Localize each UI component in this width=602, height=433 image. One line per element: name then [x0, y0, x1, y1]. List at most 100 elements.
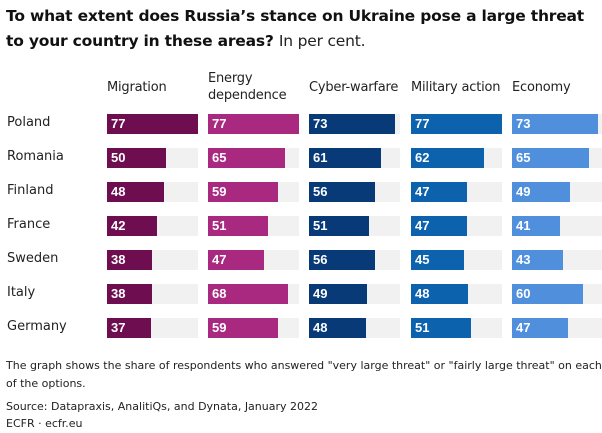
column-header: Cyber-warfare [309, 79, 398, 96]
column-header-line: Migration [107, 80, 167, 95]
data-label: 47 [212, 252, 227, 267]
bar-track: 77 [411, 114, 502, 134]
data-label: 37 [111, 320, 126, 335]
bar-track: 77 [208, 114, 299, 134]
bar: 49 [309, 284, 367, 304]
row-label: Italy [7, 285, 36, 300]
data-label: 48 [111, 184, 126, 199]
row-label: Poland [7, 115, 51, 130]
data-label: 49 [313, 286, 328, 301]
bar-track: 65 [512, 148, 602, 168]
data-label: 42 [111, 218, 126, 233]
bar-track: 51 [208, 216, 299, 236]
row-label: Romania [7, 149, 64, 164]
data-label: 50 [111, 150, 126, 165]
bar-track: 45 [411, 250, 502, 270]
bar-track: 48 [107, 182, 198, 202]
data-label: 38 [111, 286, 126, 301]
chart-title-main: To what extent does Russia’s stance on U… [6, 7, 585, 50]
bar-track: 37 [107, 318, 198, 338]
bar-track: 73 [512, 114, 602, 134]
bar: 65 [512, 148, 589, 168]
data-label: 61 [313, 150, 328, 165]
bar-track: 49 [309, 284, 400, 304]
chart-subtitle: In per cent. [278, 32, 366, 50]
bar: 65 [208, 148, 285, 168]
bar-track: 50 [107, 148, 198, 168]
bar: 48 [309, 318, 366, 338]
data-label: 43 [516, 252, 531, 267]
data-label: 65 [212, 150, 227, 165]
data-label: 77 [212, 116, 227, 131]
data-label: 56 [313, 184, 328, 199]
data-label: 56 [313, 252, 328, 267]
bar: 56 [309, 182, 375, 202]
bar-track: 59 [208, 318, 299, 338]
bar-track: 65 [208, 148, 299, 168]
data-label: 45 [415, 252, 430, 267]
data-label: 47 [516, 320, 531, 335]
bar: 68 [208, 284, 288, 304]
data-label: 48 [313, 320, 328, 335]
bar-track: 62 [411, 148, 502, 168]
data-label: 48 [415, 286, 430, 301]
data-label: 77 [111, 116, 126, 131]
data-label: 51 [212, 218, 227, 233]
bar-track: 49 [512, 182, 602, 202]
bar-track: 60 [512, 284, 602, 304]
data-label: 47 [415, 184, 430, 199]
bar: 62 [411, 148, 484, 168]
bar: 43 [512, 250, 563, 270]
bar-track: 42 [107, 216, 198, 236]
bar-track: 77 [107, 114, 198, 134]
row-label: Sweden [7, 251, 59, 266]
bar: 41 [512, 216, 560, 236]
bar-track: 73 [309, 114, 400, 134]
footnote-line-2: of the options. [6, 377, 86, 390]
row-label: Germany [7, 319, 67, 334]
bar: 59 [208, 182, 278, 202]
bar: 73 [309, 114, 395, 134]
bar-track: 47 [411, 182, 502, 202]
bar-track: 47 [411, 216, 502, 236]
bar: 77 [208, 114, 299, 134]
data-label: 73 [313, 116, 328, 131]
column-header: Migration [107, 79, 167, 96]
credit-text: ECFR · ecfr.eu [6, 417, 83, 430]
bar-track: 68 [208, 284, 299, 304]
bar: 56 [309, 250, 375, 270]
bar-track: 43 [512, 250, 602, 270]
row-label: France [7, 217, 51, 232]
bar: 47 [411, 182, 467, 202]
bar-track: 47 [208, 250, 299, 270]
column-header-line: Military action [411, 80, 501, 95]
bar-track: 47 [512, 318, 602, 338]
bar: 45 [411, 250, 464, 270]
column-header: Military action [411, 79, 501, 96]
data-label: 38 [111, 252, 126, 267]
bar: 51 [208, 216, 268, 236]
bar: 77 [411, 114, 502, 134]
data-label: 51 [415, 320, 430, 335]
column-header: Energy dependence [208, 70, 287, 104]
bar: 61 [309, 148, 381, 168]
column-header: Economy [512, 79, 571, 96]
bar-track: 59 [208, 182, 299, 202]
data-label: 59 [212, 184, 227, 199]
data-label: 65 [516, 150, 531, 165]
bar: 77 [107, 114, 198, 134]
bar-track: 41 [512, 216, 602, 236]
bar: 38 [107, 284, 152, 304]
data-label: 60 [516, 286, 531, 301]
column-header-line: Economy [512, 80, 571, 95]
bar-track: 61 [309, 148, 400, 168]
data-label: 59 [212, 320, 227, 335]
data-label: 68 [212, 286, 227, 301]
bar: 37 [107, 318, 151, 338]
source-text: Source: Datapraxis, AnalitiQs, and Dynat… [6, 400, 319, 413]
bar-track: 56 [309, 182, 400, 202]
bar: 50 [107, 148, 166, 168]
bar: 47 [411, 216, 467, 236]
bar: 51 [309, 216, 369, 236]
row-label: Finland [7, 183, 54, 198]
